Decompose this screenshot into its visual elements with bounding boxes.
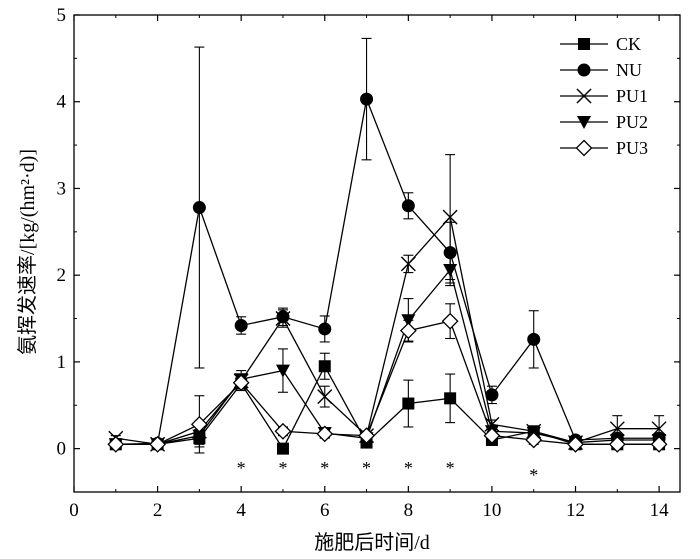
legend-marker-pu2 — [577, 116, 591, 129]
data-point-nu — [527, 332, 541, 346]
data-point-pu3 — [149, 435, 167, 453]
significance-asterisk: * — [529, 465, 538, 485]
legend: CK NU PU1 PU2 PU3 — [560, 34, 648, 158]
x-tick-label: 12 — [566, 500, 585, 521]
plot-border — [73, 14, 681, 493]
data-point-pu1-stroke — [317, 389, 333, 405]
significance-asterisk: * — [237, 458, 246, 478]
y-tick-label: 1 — [57, 352, 67, 373]
x-tick-label: 14 — [650, 500, 670, 521]
x-tick-label: 0 — [69, 500, 79, 521]
data-point-pu3 — [190, 415, 208, 433]
data-point-pu2 — [443, 263, 458, 277]
data-point-nu — [234, 318, 248, 332]
legend-label-ck: CK — [616, 34, 641, 54]
data-point-pu1-stroke — [651, 421, 667, 437]
significance-asterisk: * — [404, 458, 413, 478]
data-point-pu3 — [567, 435, 584, 453]
y-tick-label: 0 — [57, 439, 67, 460]
y-tick-label: 4 — [57, 92, 67, 113]
data-point-nu — [485, 388, 499, 402]
x-tick-label: 4 — [236, 500, 246, 521]
significance-asterisk: * — [446, 458, 455, 478]
plot-frame — [73, 14, 681, 493]
data-point-nu — [401, 199, 415, 213]
data-point-ck — [318, 360, 331, 373]
legend-item-pu3: PU3 — [560, 138, 648, 158]
legend-item-pu1: PU1 — [560, 86, 648, 106]
x-tick-label: 8 — [404, 500, 414, 521]
data-point-pu1 — [317, 389, 333, 405]
series-pu2 — [108, 253, 667, 452]
legend-item-pu2: PU2 — [560, 112, 648, 132]
significance-markers: * * * * * * * — [237, 458, 539, 485]
legend-marker-pu1-stroke — [576, 88, 592, 104]
data-point-pu1-stroke — [400, 256, 416, 272]
legend-marker-pu1 — [576, 88, 592, 104]
series-line-pu2 — [115, 268, 660, 445]
data-point-pu1-stroke — [275, 311, 291, 327]
series-line-nu — [115, 96, 660, 445]
data-point-nu — [360, 92, 374, 106]
series-line-pu1 — [115, 215, 660, 445]
significance-asterisk: * — [278, 458, 287, 478]
data-point-pu3 — [608, 435, 626, 453]
legend-label-nu: NU — [616, 60, 642, 80]
legend-item-nu: NU — [560, 60, 642, 80]
data-point-pu1 — [400, 256, 416, 272]
y-axis-label: 氨挥发速率/[kg/(hm²·d)] — [16, 149, 39, 355]
data-point-pu3 — [650, 435, 668, 453]
data-point-pu3 — [358, 427, 375, 445]
data-point-pu1-stroke — [442, 209, 458, 225]
significance-asterisk: * — [362, 458, 371, 478]
data-point-pu1 — [275, 311, 291, 327]
series-nu — [109, 37, 666, 451]
data-point-pu1 — [651, 421, 667, 437]
data-point-pu3 — [441, 312, 459, 330]
data-point-pu1 — [442, 209, 458, 225]
legend-label-pu3: PU3 — [616, 138, 648, 158]
legend-marker-pu3 — [575, 139, 593, 157]
data-point-pu3 — [483, 427, 501, 445]
y-axis: 0 1 2 3 4 5 — [57, 5, 680, 460]
legend-label-pu2: PU2 — [616, 112, 648, 132]
y-tick-label: 3 — [57, 178, 67, 199]
legend-label-pu1: PU1 — [616, 86, 648, 106]
data-point-nu — [192, 201, 206, 215]
series-pu3 — [107, 303, 668, 454]
data-point-pu3 — [232, 374, 250, 392]
data-point-pu3 — [399, 322, 417, 340]
data-point-pu3 — [274, 422, 292, 440]
legend-marker-ck — [578, 38, 590, 50]
data-point-pu3 — [525, 431, 543, 449]
x-tick-label: 6 — [320, 500, 330, 521]
y-tick-label: 2 — [57, 265, 67, 286]
data-point-pu2 — [275, 364, 290, 378]
data-point-pu1-stroke — [609, 421, 625, 437]
series-pu1 — [108, 154, 667, 452]
legend-item-ck: CK — [560, 34, 641, 54]
series-layer — [107, 37, 668, 455]
x-axis: 0 2 4 6 8 10 12 14 — [69, 15, 669, 521]
series-line-ck — [115, 364, 660, 450]
significance-asterisk: * — [320, 458, 329, 478]
data-point-nu — [318, 322, 332, 336]
y-tick-label: 5 — [57, 5, 67, 26]
data-point-pu1 — [609, 421, 625, 437]
x-tick-label: 10 — [482, 500, 501, 521]
x-tick-label: 2 — [153, 500, 163, 521]
legend-marker-nu — [577, 63, 591, 77]
data-point-pu3 — [316, 425, 334, 443]
data-point-ck — [444, 392, 457, 405]
data-point-pu3 — [107, 435, 125, 453]
x-axis-label: 施肥后时间/d — [314, 531, 430, 554]
data-point-ck — [276, 442, 289, 455]
data-point-ck — [402, 397, 415, 410]
